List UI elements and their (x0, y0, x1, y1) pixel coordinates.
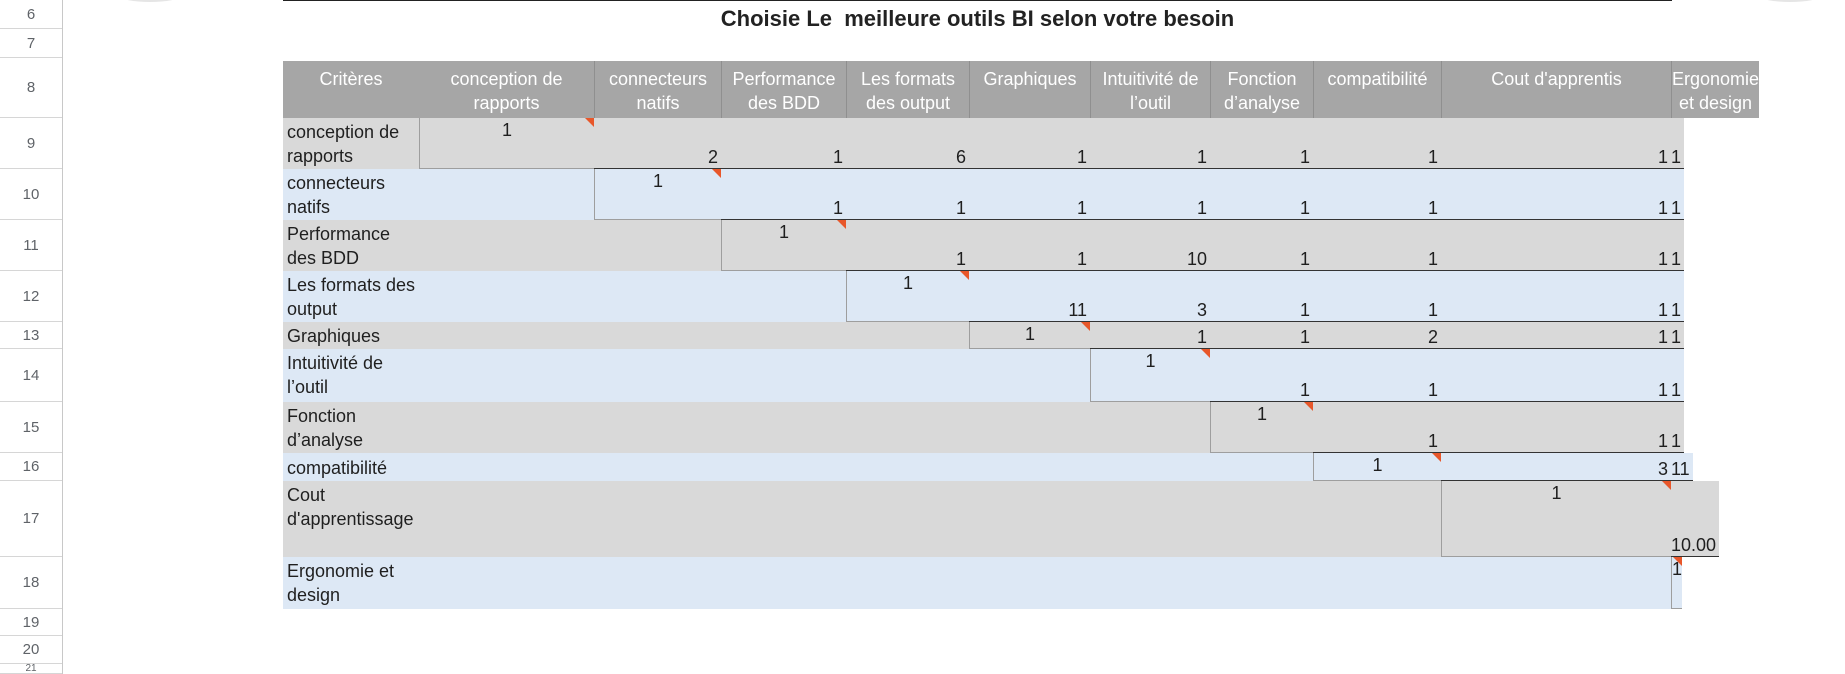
row-label[interactable]: Cout d'apprentissage (283, 481, 1441, 557)
score-cell[interactable]: 1 (1313, 349, 1441, 402)
score-cell[interactable]: 1 (969, 220, 1090, 271)
row-number-9[interactable]: 9 (0, 118, 62, 169)
score-cell[interactable]: 1 (1313, 402, 1441, 453)
diagonal-cell[interactable]: 1 (1090, 349, 1210, 402)
row-number-18[interactable]: 18 (0, 557, 62, 609)
score-cell[interactable]: 1 (1671, 220, 1685, 271)
row-number-8[interactable]: 8 (0, 58, 62, 118)
diagonal-cell[interactable]: 1 (594, 169, 721, 220)
sheet-title[interactable]: Choisie Le meilleure outils BI selon vot… (283, 0, 1672, 36)
score-cell[interactable]: 1 (1090, 169, 1210, 220)
column-header[interactable]: Fonction d’analyse (1210, 61, 1313, 118)
row-label[interactable]: Performance des BDD (283, 220, 721, 271)
row-number-11[interactable]: 11 (0, 220, 62, 271)
row-label[interactable]: Intuitivité de l’outil (283, 349, 1090, 402)
score-cell[interactable]: 1 (1671, 118, 1685, 169)
row-label[interactable]: compatibilité (283, 453, 1313, 481)
score-cell[interactable]: 1 (1671, 322, 1685, 349)
row-label[interactable]: Les formats des output (283, 271, 846, 322)
diagonal-cell[interactable]: 1 (846, 271, 969, 322)
score-cell[interactable]: 11 (969, 271, 1090, 322)
score-cell[interactable]: 1 (969, 169, 1090, 220)
score-cell[interactable]: 1 (1441, 402, 1671, 453)
score-cell[interactable]: 3 (1090, 271, 1210, 322)
score-cell[interactable]: 10 (1090, 220, 1210, 271)
score-cell[interactable]: 11 (1671, 453, 1693, 481)
score-cell[interactable]: 1 (1441, 118, 1671, 169)
score-cell[interactable]: 1 (1441, 220, 1671, 271)
diagonal-cell[interactable]: 1 (1441, 481, 1671, 557)
score-cell[interactable]: 1 (1210, 271, 1313, 322)
column-header[interactable]: connecteurs natifs (594, 61, 721, 118)
score-cell[interactable]: 1 (1090, 118, 1210, 169)
score-cell[interactable]: 1 (1671, 402, 1685, 453)
row-headers: 6 7 8 9 10 11 12 13 14 15 16 17 18 19 20… (0, 0, 63, 674)
score-cell[interactable]: 10.00 (1671, 481, 1720, 557)
score-cell[interactable]: 6 (846, 118, 969, 169)
scroll-shadow-right (1760, 0, 1820, 2)
score-cell[interactable]: 1 (1210, 220, 1313, 271)
diagonal-cell[interactable]: 1 (1210, 402, 1313, 453)
row-number-10[interactable]: 10 (0, 169, 62, 220)
row-label[interactable]: connecteurs natifs (283, 169, 594, 220)
score-cell[interactable]: 1 (1313, 220, 1441, 271)
score-cell[interactable]: 1 (721, 169, 846, 220)
column-header[interactable]: Intuitivité de l’outil (1090, 61, 1210, 118)
column-header[interactable]: Cout d'apprentis (1441, 61, 1671, 118)
row-number-13[interactable]: 13 (0, 322, 62, 349)
score-cell[interactable]: 1 (1313, 271, 1441, 322)
row-number-16[interactable]: 16 (0, 453, 62, 481)
row-label[interactable]: Fonction d’analyse (283, 402, 1210, 453)
score-cell[interactable]: 1 (721, 118, 846, 169)
column-header[interactable]: Performance des BDD (721, 61, 846, 118)
score-cell[interactable]: 1 (1671, 349, 1685, 402)
score-cell[interactable]: 1 (1313, 169, 1441, 220)
row-number-14[interactable]: 14 (0, 349, 62, 402)
score-cell[interactable]: 1 (846, 169, 969, 220)
diagonal-cell[interactable]: 1 (969, 322, 1090, 349)
row-number-21[interactable]: 21 (0, 664, 62, 674)
score-cell[interactable]: 2 (594, 118, 721, 169)
score-cell[interactable]: 1 (1210, 349, 1313, 402)
row-label[interactable]: conception de rapports (283, 118, 419, 169)
score-cell[interactable]: 1 (1441, 271, 1671, 322)
diagonal-cell[interactable]: 1 (721, 220, 846, 271)
column-header[interactable]: compatibilité (1313, 61, 1441, 118)
row-number-19[interactable]: 19 (0, 609, 62, 636)
column-header[interactable]: Ergonomie et design (1671, 61, 1760, 118)
row-label[interactable]: Ergonomie et design (283, 557, 1671, 609)
row-label[interactable]: Graphiques (283, 322, 969, 349)
score-cell[interactable]: 3 (1441, 453, 1671, 481)
score-cell[interactable]: 1 (846, 220, 969, 271)
row-number-12[interactable]: 12 (0, 271, 62, 322)
score-cell[interactable]: 1 (1671, 271, 1685, 322)
row-number-15[interactable]: 15 (0, 402, 62, 453)
score-cell[interactable]: 1 (1210, 118, 1313, 169)
row-number-17[interactable]: 17 (0, 481, 62, 557)
score-cell[interactable]: 1 (1090, 322, 1210, 349)
diagonal-cell[interactable]: 1 (1671, 557, 1683, 609)
score-cell[interactable]: 1 (1441, 169, 1671, 220)
score-cell[interactable]: 1 (1313, 118, 1441, 169)
score-cell[interactable]: 1 (1210, 169, 1313, 220)
column-header[interactable]: Les formats des output (846, 61, 969, 118)
row-number-6[interactable]: 6 (0, 0, 62, 29)
score-cell[interactable]: 1 (1441, 322, 1671, 349)
row-number-20[interactable]: 20 (0, 636, 62, 664)
scroll-shadow-left (120, 0, 180, 2)
column-header[interactable]: Graphiques (969, 61, 1090, 118)
row-number-7[interactable]: 7 (0, 29, 62, 58)
diagonal-cell[interactable]: 1 (1313, 453, 1441, 481)
column-header[interactable]: conception de rapports (419, 61, 594, 118)
score-cell[interactable]: 2 (1313, 322, 1441, 349)
score-cell[interactable]: 1 (1671, 169, 1685, 220)
header-criteres[interactable]: Critères (283, 61, 419, 118)
diagonal-cell[interactable]: 1 (419, 118, 594, 169)
score-cell[interactable]: 1 (1441, 349, 1671, 402)
score-cell[interactable]: 1 (1210, 322, 1313, 349)
score-cell[interactable]: 1 (969, 118, 1090, 169)
